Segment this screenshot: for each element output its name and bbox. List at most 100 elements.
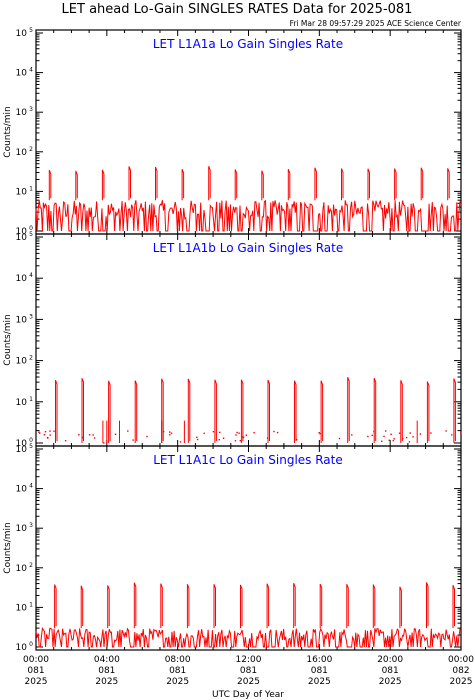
data-point [92,434,94,436]
data-point [127,430,129,432]
data-spike [186,584,190,629]
data-spike [208,166,211,201]
data-point [409,432,411,434]
data-point [114,433,117,435]
y-tick-exponent: 4 [29,483,33,490]
y-tick-label: 10 [16,233,28,243]
data-spike [373,378,377,443]
data-spike [372,584,376,629]
data-point [39,432,41,434]
y-tick-label: 10 [16,148,28,158]
data-spike [319,583,323,629]
data-point [103,442,105,444]
data-point [412,436,414,438]
x-tick-label-time: 00:00 [448,655,474,665]
x-tick-label-year: 2025 [450,677,473,687]
y-tick-exponent: 0 [29,225,33,232]
y-tick-label: 10 [16,29,28,39]
data-point [381,440,383,442]
data-spike [314,167,317,201]
data-series [38,377,462,444]
data-point [146,435,148,438]
y-tick-exponent: 4 [29,67,33,74]
y-tick-label: 10 [16,315,28,325]
data-spike [75,170,78,201]
y-tick-label: 10 [16,643,28,653]
y-tick-exponent: 4 [29,272,33,279]
y-tick-exponent: 1 [29,185,33,192]
plot-frame [35,445,462,651]
y-tick-exponent: 5 [29,27,33,34]
data-point [88,434,91,436]
data-point [430,432,432,434]
data-point [236,431,238,434]
data-spike [80,585,84,629]
data-point [460,432,462,434]
data-spike [187,378,191,443]
data-spike [447,168,450,201]
data-spike [128,166,131,201]
data-point [212,431,215,433]
data-spike [107,585,110,629]
x-tick-label-doy: 081 [169,666,186,676]
data-point [273,430,275,433]
y-axis-label: Counts/min [3,522,13,573]
data-point [44,431,47,433]
y-tick-exponent: 5 [29,231,33,238]
y-tick-exponent: 3 [29,313,33,320]
data-spike [161,378,164,443]
y-tick-exponent: 3 [29,522,33,529]
data-spike [420,167,424,201]
x-tick-label-year: 2025 [95,677,118,687]
y-tick-label: 10 [16,69,28,79]
x-tick-label-time: 04:00 [94,655,120,665]
data-point [43,434,46,436]
y-tick-exponent: 0 [29,641,33,648]
data-series [35,166,462,232]
data-point [47,437,49,439]
data-spike [240,584,243,629]
data-spike [399,586,402,629]
data-point [393,438,395,440]
data-point [93,437,96,439]
data-baseline [35,626,462,648]
data-spike [453,378,456,443]
data-point [53,430,55,432]
data-point [170,432,173,434]
data-spike [426,582,429,629]
y-tick-label: 10 [16,108,28,118]
data-spike [293,583,296,629]
data-point [49,434,51,436]
data-point [219,431,221,434]
x-tick-label-time: 08:00 [165,655,191,665]
data-spike [341,168,344,201]
y-tick-exponent: 2 [29,146,33,153]
x-tick-label-time: 00:00 [23,655,49,665]
data-spike [108,380,111,443]
data-spike [367,168,370,201]
y-tick-label: 10 [16,439,28,449]
y-tick-exponent: 0 [29,437,33,444]
panel-title: LET L1A1c Lo Gain Singles Rate [153,453,343,467]
data-spike [133,582,137,629]
x-tick-label-time: 20:00 [377,655,403,665]
data-point [367,435,369,438]
y-tick-exponent: 1 [29,601,33,608]
data-point [253,431,255,434]
data-point [388,439,390,441]
data-point [64,440,67,442]
data-spike [160,583,163,629]
data-spike [347,377,350,443]
data-spike [48,169,52,201]
data-point [218,439,220,441]
y-tick-label: 10 [16,274,28,284]
data-spike [320,380,324,443]
y-tick-label: 10 [16,485,28,495]
data-spike [101,169,105,201]
data-point [319,432,321,435]
data-point [276,431,279,434]
